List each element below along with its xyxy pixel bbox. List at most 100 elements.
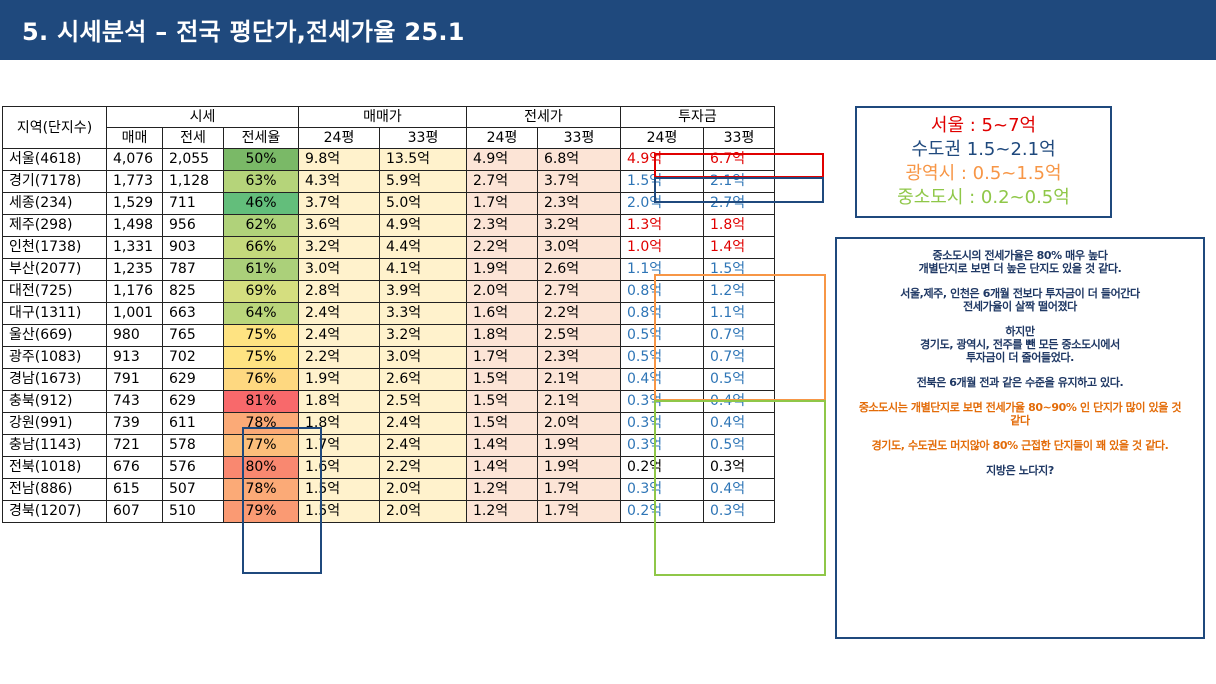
- note-line: 경기도, 광역시, 전주를 뺀 모든 중소도시에서: [920, 338, 1120, 351]
- investment-legend: 서울 : 5~7억 수도권 1.5~2.1억 광역시 : 0.5~1.5억 중소…: [855, 106, 1112, 218]
- subheader: 24평: [620, 127, 704, 149]
- note-line: 하지만: [1005, 325, 1035, 338]
- region-cell: 경기(7178): [2, 170, 107, 193]
- invest-33-cell: 1.4억: [703, 236, 775, 259]
- sale-price-cell: 913: [106, 346, 163, 369]
- sale-33-cell: 13.5억: [379, 148, 467, 171]
- note-line: 중소도시의 전세가율은 80% 매우 높다: [932, 249, 1108, 262]
- jeonse-price-cell: 611: [162, 412, 224, 435]
- jeonse-price-cell: 629: [162, 390, 224, 413]
- sale-24-cell: 3.7억: [298, 192, 380, 215]
- jeonse-33-cell: 1.7억: [537, 478, 621, 501]
- jeonse-33-cell: 2.1억: [537, 390, 621, 413]
- header-sale: 매매가: [298, 106, 467, 128]
- note-line: 서울,제주, 인천은 6개월 전보다 투자금이 더 들어간다: [900, 287, 1140, 300]
- table-row: 대전(725) 1,176 825 69% 2.8억 3.9억 2.0억 2.7억 0.8억 1.…: [2, 280, 775, 303]
- jeonse-24-cell: 1.4억: [466, 434, 538, 457]
- jeonse-price-cell: 578: [162, 434, 224, 457]
- invest-33-cell: 0.5억: [703, 434, 775, 457]
- jeonse-rate-cell: 50%: [223, 148, 299, 171]
- sale-price-cell: 1,235: [106, 258, 163, 281]
- sale-33-cell: 4.4억: [379, 236, 467, 259]
- invest-33-cell: 1.2억: [703, 280, 775, 303]
- subheader: 33평: [703, 127, 775, 149]
- jeonse-24-cell: 1.4억: [466, 456, 538, 479]
- region-cell: 대구(1311): [2, 302, 107, 325]
- sale-33-cell: 5.0억: [379, 192, 467, 215]
- sale-33-cell: 4.9억: [379, 214, 467, 237]
- invest-33-cell: 0.4억: [703, 478, 775, 501]
- note-paragraph: 전북은 6개월 전과 같은 수준을 유지하고 있다.: [841, 376, 1199, 389]
- seoul-highlight-box: [654, 153, 824, 178]
- header-region: 지역(단지수): [2, 106, 107, 149]
- subheader: 24평: [298, 127, 380, 149]
- table-body: 서울(4618) 4,076 2,055 50% 9.8억 13.5억 4.9억 6.8억 4.…: [2, 148, 775, 523]
- jeonse-33-cell: 2.3억: [537, 192, 621, 215]
- sale-24-cell: 3.2억: [298, 236, 380, 259]
- jeonse-rate-cell: 69%: [223, 280, 299, 303]
- jeonse-rate-cell: 46%: [223, 192, 299, 215]
- note-line: 전북은 6개월 전과 같은 수준을 유지하고 있다.: [916, 376, 1124, 389]
- jeonse-rate-cell: 62%: [223, 214, 299, 237]
- sale-24-cell: 3.6억: [298, 214, 380, 237]
- sale-33-cell: 3.2억: [379, 324, 467, 347]
- sale-33-cell: 3.0억: [379, 346, 467, 369]
- jeonse-33-cell: 2.3억: [537, 346, 621, 369]
- note-paragraph: 하지만 경기도, 광역시, 전주를 뺀 모든 중소도시에서 투자금이 더 줄어들었다…: [841, 325, 1199, 364]
- note-line: 개별단지로 보면 더 높은 단지도 있을 것 같다.: [918, 262, 1122, 275]
- region-cell: 충북(912): [2, 390, 107, 413]
- region-cell: 제주(298): [2, 214, 107, 237]
- jeonse-33-cell: 1.9억: [537, 456, 621, 479]
- table-row: 제주(298) 1,498 956 62% 3.6억 4.9억 2.3억 3.2억 1.3억 1.…: [2, 214, 775, 237]
- note-line: 중소도시는 개별단지로 보면 전세가율 80~90% 인 단지가 많이 있을 것: [858, 401, 1182, 414]
- sale-24-cell: 9.8억: [298, 148, 380, 171]
- jeonse-rate-cell: 61%: [223, 258, 299, 281]
- metro-highlight-box: [654, 274, 826, 401]
- jeonse-24-cell: 4.9억: [466, 148, 538, 171]
- jeonse-24-cell: 2.7억: [466, 170, 538, 193]
- sale-24-cell: 1.8억: [298, 390, 380, 413]
- sale-33-cell: 5.9억: [379, 170, 467, 193]
- sale-price-cell: 721: [106, 434, 163, 457]
- jeonse-price-cell: 629: [162, 368, 224, 391]
- jeonse-24-cell: 1.5억: [466, 390, 538, 413]
- sale-33-cell: 2.0억: [379, 500, 467, 523]
- jeonse-33-cell: 2.6억: [537, 258, 621, 281]
- note-line: 지방은 노다지?: [986, 464, 1054, 477]
- small-city-highlight-box: [654, 400, 826, 576]
- sale-33-cell: 4.1억: [379, 258, 467, 281]
- header-invest: 투자금: [620, 106, 775, 128]
- jeonse-33-cell: 2.0억: [537, 412, 621, 435]
- jeonse-price-cell: 1,128: [162, 170, 224, 193]
- table-row: 울산(669) 980 765 75% 2.4억 3.2억 1.8억 2.5억 0.5억 0.7억: [2, 324, 775, 347]
- note-paragraph: 서울,제주, 인천은 6개월 전보다 투자금이 더 들어간다 전세가율이 살짝 떨…: [841, 287, 1199, 313]
- jeonse-price-cell: 702: [162, 346, 224, 369]
- sale-24-cell: 1.8억: [298, 412, 380, 435]
- note-paragraph: 중소도시는 개별단지로 보면 전세가율 80~90% 인 단지가 많이 있을 것…: [841, 401, 1199, 427]
- note-paragraph: 경기도, 수도권도 머지않아 80% 근접한 단지들이 꽤 있을 것 같다.: [841, 439, 1199, 452]
- jeonse-price-cell: 663: [162, 302, 224, 325]
- page-title: 5. 시세분석 – 전국 평단가,전세가율 25.1: [22, 18, 465, 46]
- jeonse-33-cell: 2.2억: [537, 302, 621, 325]
- subheader: 전세: [162, 127, 224, 149]
- jeonse-price-cell: 507: [162, 478, 224, 501]
- sale-33-cell: 2.5억: [379, 390, 467, 413]
- note-line: 같다: [1010, 414, 1030, 427]
- note-line: 전세가율이 살짝 떨어졌다: [963, 300, 1077, 313]
- header-row-top: 지역(단지수) 시세 매매가 전세가 투자금: [2, 106, 775, 149]
- jeonse-33-cell: 3.7억: [537, 170, 621, 193]
- invest-33-cell: 0.5억: [703, 368, 775, 391]
- subheader: 매매: [106, 127, 163, 149]
- note-paragraph: 중소도시의 전세가율은 80% 매우 높다 개별단지로 보면 더 높은 단지도 있…: [841, 249, 1199, 275]
- sale-price-cell: 980: [106, 324, 163, 347]
- sale-24-cell: 1.5억: [298, 500, 380, 523]
- jeonse-33-cell: 1.7억: [537, 500, 621, 523]
- jeonse-33-cell: 2.5억: [537, 324, 621, 347]
- sale-24-cell: 1.7억: [298, 434, 380, 457]
- jeonse-33-cell: 2.7억: [537, 280, 621, 303]
- sale-33-cell: 2.0억: [379, 478, 467, 501]
- invest-33-cell: 0.7억: [703, 324, 775, 347]
- gyeonggi-highlight-box: [654, 177, 824, 203]
- jeonse-24-cell: 1.6억: [466, 302, 538, 325]
- jeonse-rate-cell: 63%: [223, 170, 299, 193]
